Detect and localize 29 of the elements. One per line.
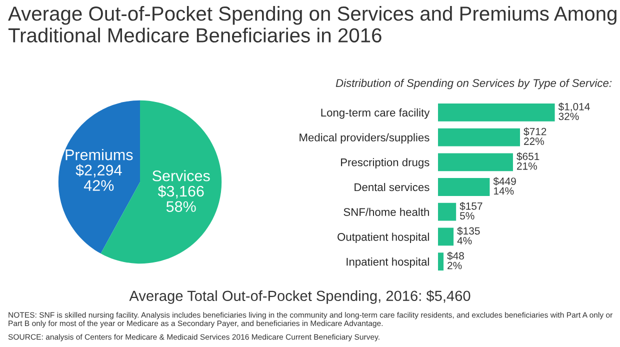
bar	[438, 128, 520, 146]
bar	[438, 228, 454, 246]
data-label: $651 21%	[516, 152, 540, 170]
bar	[438, 252, 444, 271]
data-label: $3,166 58%	[158, 185, 204, 212]
data-label: $712 22%	[524, 127, 546, 145]
y-tick-label: SNF/home health	[344, 208, 429, 216]
y-tick-label: Long-term care facility	[321, 108, 430, 119]
y-tick-label: Prescription drugs	[341, 158, 430, 168]
data-label: $157 5%	[460, 202, 482, 220]
bar	[438, 153, 513, 172]
data-label: $1,014 32%	[558, 102, 590, 120]
bar	[438, 178, 490, 196]
bar	[438, 103, 555, 122]
bar	[438, 202, 456, 221]
data-label: $449 14%	[493, 177, 516, 195]
data-label: $135 4%	[457, 226, 480, 244]
data-label: $2,294 42%	[76, 164, 122, 191]
pie-slice	[58, 100, 140, 254]
y-tick-label: Medical providers/supplies	[300, 133, 430, 144]
slice-label: Services	[152, 170, 210, 182]
y-tick-label: Outpatient hospital	[338, 232, 429, 244]
y-tick-label: Inpatient hospital	[346, 258, 429, 268]
text: Average Out-of-Pocket Spending on Services and Premiums Among Traditional Medicare Beneficiaries in 2016	[8, 6, 616, 42]
text: Average Total Out-of-Pocket Spending, 2016: $5,460	[129, 290, 470, 304]
data-label: $48 2%	[447, 252, 464, 270]
chart-subtitle: Distribution of Spending on Services by Type of Service:	[336, 78, 612, 90]
y-tick-label: Dental services	[354, 182, 430, 192]
slice-label: Premiums	[66, 148, 133, 160]
